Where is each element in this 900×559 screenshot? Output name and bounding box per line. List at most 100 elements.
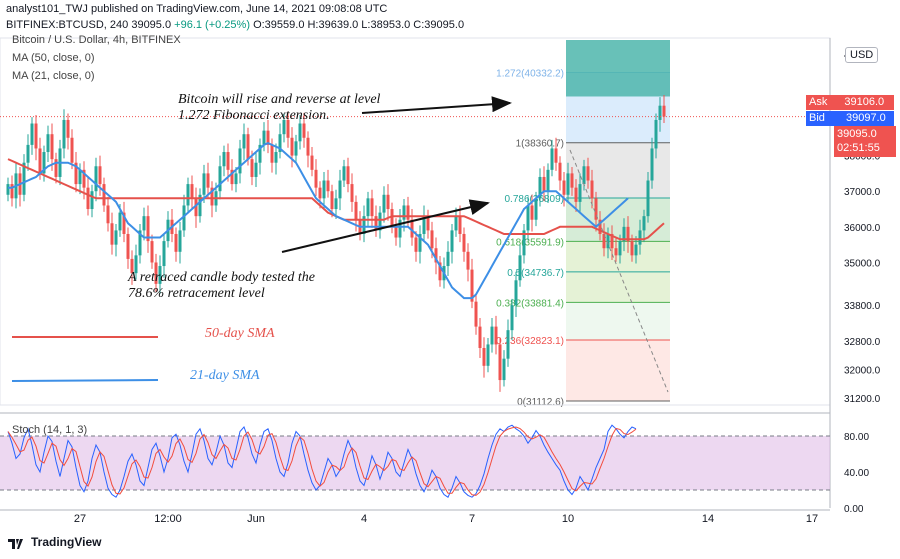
candle-body (94, 166, 98, 192)
candle-body (518, 255, 522, 281)
candle-body (474, 301, 478, 327)
candle-body (178, 230, 182, 252)
stoch-legend[interactable]: Stoch (14, 1, 3) (12, 424, 88, 436)
fib-level-label: 0.618(35591.9) (496, 237, 564, 248)
candle-body (438, 262, 442, 281)
stoch-tick-label: 0.00 (844, 504, 864, 515)
price-tick-label: 32000.0 (844, 365, 881, 376)
candle-body (38, 148, 42, 174)
candle-body (238, 148, 242, 174)
candle-body (522, 230, 526, 256)
candle-body (594, 198, 598, 220)
candle-body (406, 205, 410, 220)
candle-body (462, 233, 466, 252)
candle-body (126, 233, 130, 259)
fib-zone (566, 340, 670, 401)
tradingview-logo-icon (8, 538, 23, 549)
candle-body (10, 184, 14, 199)
candle-body (134, 255, 138, 274)
candle-body (222, 152, 226, 167)
candle-body (378, 212, 382, 231)
time-tick-label: Jun (247, 513, 265, 525)
candle-body (566, 173, 570, 195)
candle-body (538, 176, 542, 199)
fib-level-label: 1.272(40332.2) (496, 68, 564, 79)
currency-button[interactable]: USD (845, 47, 879, 63)
candle-body (334, 198, 338, 210)
candle-body (530, 205, 534, 220)
candle-body (638, 230, 642, 245)
time-tick-label: 14 (702, 513, 714, 525)
price-tick-label: 35000.0 (844, 258, 881, 269)
legend-line-21 (11, 379, 159, 382)
candle-body (362, 216, 366, 234)
candle-body (142, 216, 146, 231)
candle-body (322, 180, 326, 199)
candle-body (574, 187, 578, 202)
time-tick-label: 27 (74, 513, 86, 525)
tradingview-footer[interactable]: TradingView (8, 535, 101, 549)
candle-body (254, 162, 258, 177)
fib-zone (566, 198, 670, 242)
drawings (11, 96, 669, 393)
candle-body (230, 169, 234, 185)
candle-body (118, 212, 122, 231)
bar-countdown: 02:51:55 (837, 142, 880, 154)
candle-body (26, 144, 30, 163)
candle-body (262, 130, 266, 145)
candle-body (542, 176, 546, 192)
candle-body (454, 216, 458, 231)
candle-body (250, 159, 254, 177)
candle-body (426, 216, 430, 231)
candle-body (382, 194, 386, 213)
time-tick-label: 4 (361, 513, 367, 525)
fib-zone (566, 271, 670, 303)
ma50-legend[interactable]: MA (50, close, 0) (12, 52, 95, 64)
candle-body (310, 155, 314, 170)
candle-body (506, 330, 510, 359)
stoch-d-line (7, 426, 637, 496)
candle-body (466, 251, 470, 270)
fib-level-label: 0.382(33881.4) (496, 298, 564, 309)
candle-body (258, 144, 262, 163)
price-tick-label: 31200.0 (844, 394, 881, 405)
candle-body (110, 223, 114, 245)
candle-body (410, 219, 414, 238)
price-tick-label: 38000.0 (844, 152, 881, 163)
candle-body (102, 184, 106, 206)
candle-body (642, 216, 646, 231)
candle-body (90, 191, 94, 210)
candle-body (114, 230, 118, 245)
arrow-to-retracement (281, 199, 490, 253)
candle-body (226, 152, 230, 170)
candle-body (622, 226, 626, 242)
candle-body (314, 169, 318, 188)
legend-50-day-sma: 50-day SMA (205, 326, 275, 341)
candle-body (546, 169, 550, 192)
candle-body (330, 191, 334, 210)
candle-body (34, 123, 38, 149)
candle-body (434, 248, 438, 263)
candle-body (206, 173, 210, 188)
ask-value: 39106.0 (844, 96, 885, 108)
candle-body (386, 194, 390, 210)
candle-body (418, 233, 422, 252)
candle-body (582, 166, 586, 185)
ma21-legend[interactable]: MA (21, close, 0) (12, 70, 95, 82)
candle-body (354, 201, 358, 220)
candle-body (374, 216, 378, 231)
candle-body (350, 184, 354, 202)
annotation-bottom-line2: 78.6% retracement level (128, 286, 265, 301)
candle-body (498, 344, 502, 381)
candle-body (458, 216, 462, 234)
candle-body (270, 144, 274, 163)
time-tick-label: 12:00 (154, 513, 182, 525)
bid-value: 39097.0 (845, 112, 886, 124)
candle-body (150, 241, 154, 263)
candle-body (146, 216, 150, 242)
candle-body (234, 173, 238, 185)
candle-body (470, 269, 474, 302)
candle-body (614, 248, 618, 256)
time-tick-label: 10 (562, 513, 574, 525)
symbol-legend[interactable]: Bitcoin / U.S. Dollar, 4h, BITFINEX (12, 34, 181, 46)
